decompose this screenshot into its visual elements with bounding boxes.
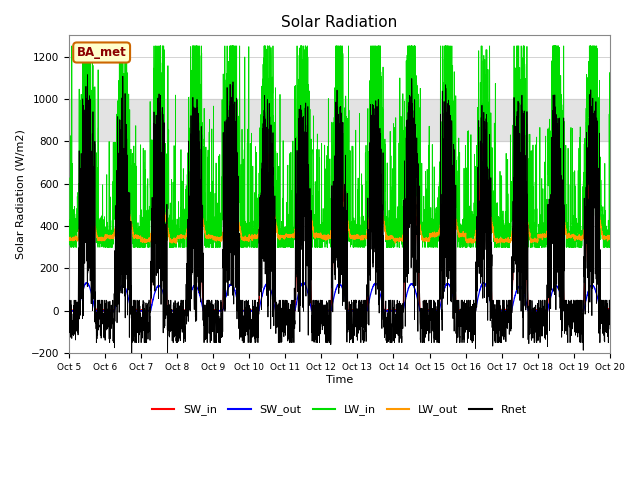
Legend: SW_in, SW_out, LW_in, LW_out, Rnet: SW_in, SW_out, LW_in, LW_out, Rnet	[148, 400, 531, 420]
Bar	[68, 99, 610, 141]
Title: Solar Radiation: Solar Radiation	[281, 15, 397, 30]
Y-axis label: Solar Radiation (W/m2): Solar Radiation (W/m2)	[15, 129, 25, 259]
X-axis label: Time: Time	[326, 375, 353, 384]
Text: BA_met: BA_met	[77, 46, 127, 59]
